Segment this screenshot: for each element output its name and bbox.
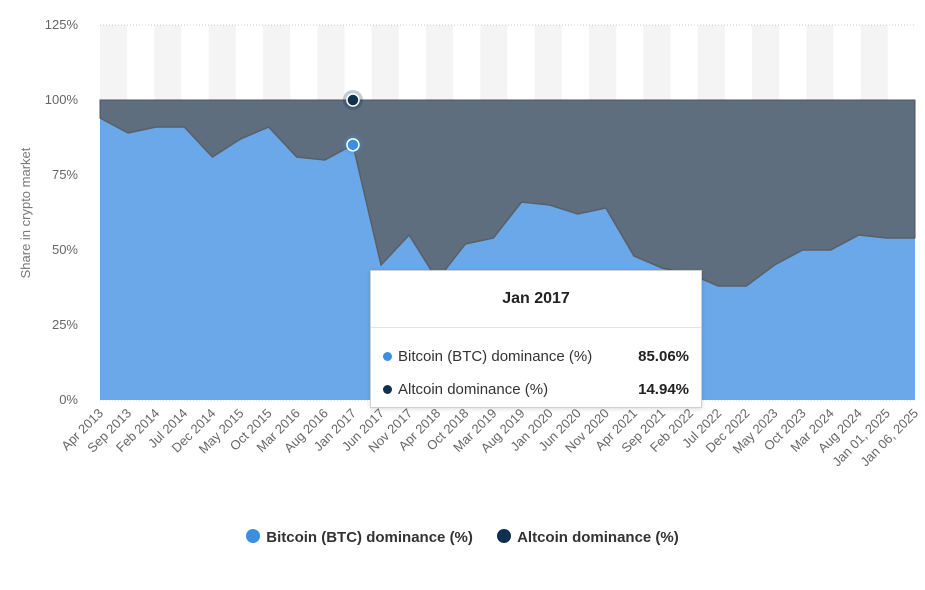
btc-marker [346, 138, 360, 152]
y-axis-ticks: 0% 25% 50% 75% 100% 125% [45, 17, 79, 407]
tooltip-row-altcoin: Altcoin dominance (%) 14.94% [383, 378, 689, 402]
btc-area [100, 118, 915, 400]
btc-line [99, 117, 915, 287]
circle-altcoin-icon [497, 529, 512, 544]
y-axis-label: Share in crypto market [18, 147, 33, 278]
hover-markers [342, 90, 363, 155]
tooltip-row-btc: Bitcoin (BTC) dominance (%) 85.06% [383, 345, 689, 369]
altcoin-marker [346, 93, 360, 107]
tooltip-row-label: Altcoin dominance (%) [398, 381, 549, 398]
tooltip-title: Jan 2017 [371, 271, 701, 328]
circle-btc-icon [246, 529, 261, 544]
y-tick-label: 100% [45, 92, 79, 107]
tooltip-row-value: 85.06% [638, 348, 689, 365]
y-tick-label: 25% [52, 317, 78, 332]
legend: Bitcoin (BTC) dominance (%) Altcoin domi… [0, 529, 925, 546]
legend-item-altcoin[interactable]: Altcoin dominance (%) [497, 529, 679, 546]
tooltip-row-value: 14.94% [638, 381, 689, 398]
tooltip: Jan 2017 Bitcoin (BTC) dominance (%) 85.… [370, 270, 702, 408]
y-tick-label: 0% [59, 392, 78, 407]
legend-label: Altcoin dominance (%) [517, 529, 679, 546]
circle-icon [383, 351, 392, 361]
circle-icon [383, 384, 392, 394]
legend-item-btc[interactable]: Bitcoin (BTC) dominance (%) [246, 529, 473, 546]
y-tick-label: 75% [52, 167, 78, 182]
legend-label: Bitcoin (BTC) dominance (%) [266, 529, 473, 546]
y-tick-label: 50% [52, 242, 78, 257]
y-tick-label: 125% [45, 17, 79, 32]
tooltip-row-label: Bitcoin (BTC) dominance (%) [398, 348, 593, 365]
